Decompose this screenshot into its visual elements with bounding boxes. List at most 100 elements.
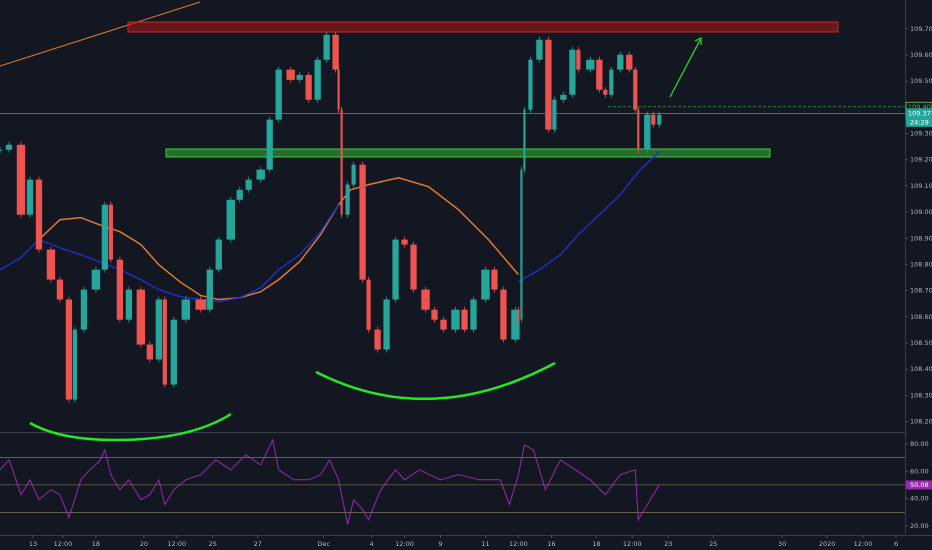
y-tick-label: 109.600 [910, 51, 932, 59]
candle [170, 319, 177, 385]
candle [461, 309, 468, 330]
line-series [0, 438, 660, 525]
y-tick-label: 109.000 [910, 208, 932, 216]
candle [511, 309, 520, 340]
x-tick-label: 25 [209, 540, 217, 548]
candle [296, 74, 303, 80]
candle [181, 299, 190, 320]
candle [366, 279, 371, 330]
x-tick-label: 23 [664, 540, 672, 548]
candle [56, 279, 64, 300]
candle [383, 299, 390, 350]
cup-curve-left [29, 412, 232, 442]
candle [617, 54, 624, 70]
y-tick-label: 109.300 [910, 130, 932, 138]
y-tick-label: 108.600 [910, 313, 932, 321]
cup-curve [315, 361, 556, 401]
x-tick-label: 25 [709, 540, 717, 548]
x-tick-label: 30 [778, 540, 786, 548]
candle [65, 299, 73, 400]
candle [586, 59, 595, 70]
candle [491, 269, 498, 290]
candle [236, 189, 243, 200]
candle [633, 69, 638, 110]
candle [440, 319, 447, 330]
candle [470, 299, 477, 330]
candle [431, 309, 438, 320]
candle [332, 34, 339, 70]
candle [46, 249, 56, 280]
candle [0, 149, 3, 151]
candle [26, 179, 34, 215]
candle [536, 39, 543, 60]
candle [517, 309, 520, 320]
y-tick-label: 108.700 [910, 287, 932, 295]
candle [651, 114, 656, 125]
x-tick-label: 12:00 [395, 540, 414, 548]
candle [323, 34, 330, 60]
candle [552, 99, 557, 130]
candle [500, 289, 507, 340]
candle [609, 69, 614, 95]
candle [155, 299, 162, 360]
price-tag-label: 109.377 [908, 109, 932, 117]
candle [374, 329, 381, 350]
candle [314, 59, 321, 100]
candle [401, 239, 408, 245]
y-tick-label: 109.700 [910, 25, 932, 33]
countdown: 24:29 [910, 118, 929, 126]
y-tick-label: 109.500 [910, 77, 932, 85]
plot-area: 109.700109.600109.500109.400109.300109.2… [0, 25, 932, 548]
candle [545, 39, 552, 130]
candle [520, 169, 523, 320]
x-tick-label: 13 [29, 540, 37, 548]
candle [560, 94, 567, 100]
y-tick-label: 108.800 [910, 260, 932, 268]
candle [226, 199, 235, 240]
y-tick-label: 108.200 [910, 418, 932, 426]
candle [481, 269, 490, 300]
x-tick-label: 16 [547, 540, 555, 548]
candle [637, 109, 640, 150]
x-tick-label: 20 [140, 540, 148, 548]
y-tick-label: 108.500 [910, 339, 932, 347]
candle [345, 184, 350, 215]
candle [523, 109, 526, 170]
candle [410, 244, 417, 290]
x-tick-label: 12:00 [167, 540, 186, 548]
y-tick-label: 108.300 [910, 391, 932, 399]
candle [644, 114, 651, 150]
candle [146, 344, 153, 360]
candle [215, 239, 222, 270]
candle [136, 289, 146, 345]
candle [35, 179, 43, 250]
y-tick-label: 109.200 [910, 156, 932, 164]
candle [91, 269, 101, 290]
x-tick-label: 2020 [819, 540, 836, 548]
resistance-zone [127, 21, 839, 33]
candle [451, 309, 460, 330]
y-tick-label: 108.400 [910, 365, 932, 373]
x-tick-label: 12:00 [509, 540, 528, 548]
candle [351, 164, 356, 185]
x-tick-label: 6 [894, 540, 898, 548]
candle [108, 204, 113, 260]
candle [596, 59, 603, 90]
candle [392, 239, 399, 300]
x-tick-label: Dec [317, 540, 330, 548]
arrow [669, 39, 701, 98]
candle [569, 49, 576, 95]
candle [5, 144, 13, 150]
candle [266, 119, 273, 170]
x-tick-label: 4 [370, 540, 374, 548]
candle [101, 204, 109, 270]
candle [626, 54, 633, 70]
candle [305, 74, 312, 100]
x-tick-label: 27 [254, 540, 262, 548]
price-tag-label: 109.402 [908, 103, 932, 111]
candle [116, 259, 124, 320]
candle [206, 269, 213, 310]
candle [337, 69, 340, 110]
